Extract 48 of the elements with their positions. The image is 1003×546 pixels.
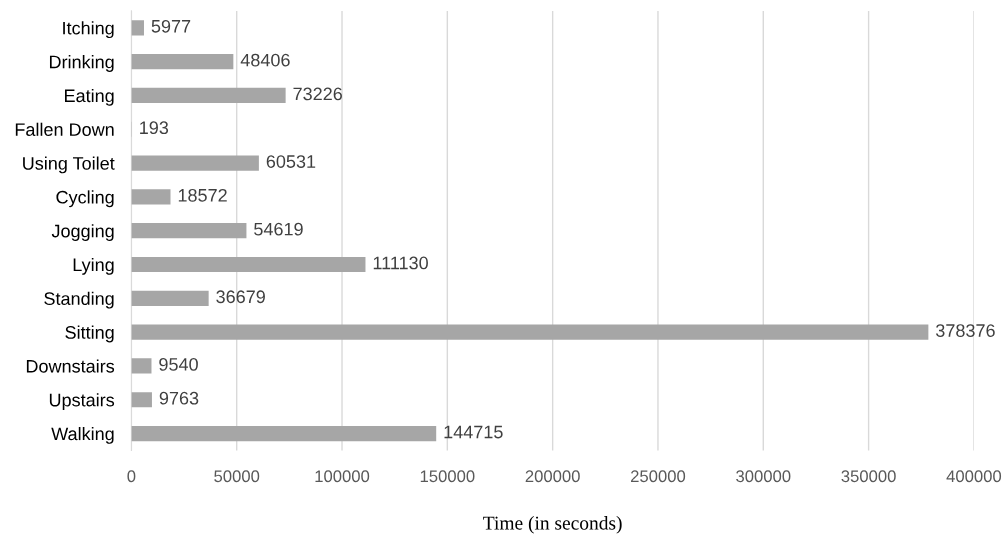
bar [131,392,152,408]
x-tick-label: 250000 [631,470,686,483]
bar [131,290,209,306]
data-label: 54619 [254,222,303,236]
y-tick-label: Sitting [65,325,114,343]
bar [131,223,247,239]
x-tick-label: 50000 [214,470,260,483]
x-tick-label: 200000 [525,470,580,483]
y-tick-label: Jogging [51,224,114,241]
y-tick-label: Itching [63,21,114,39]
bar [131,155,259,171]
bar [131,20,144,36]
x-tick-label: 300000 [736,470,791,483]
y-tick-label: Downstairs [26,359,115,373]
data-label: 60531 [266,155,316,168]
bar [131,189,171,205]
data-label: 48406 [240,53,290,67]
data-label: 144715 [444,425,503,439]
bar [131,425,437,442]
bar [131,54,234,70]
data-label: 9763 [159,391,199,405]
y-tick-label: Eating [65,88,114,106]
bar [131,256,366,273]
x-tick-label: 0 [127,470,136,483]
data-label: 5977 [151,19,191,33]
bar [131,358,152,374]
data-label: 378376 [936,324,995,337]
data-label: 18572 [178,188,227,202]
data-label: 9540 [159,357,198,371]
x-tick-label: 350000 [841,470,896,483]
y-tick-label: Cycling [56,190,114,208]
y-tick-label: Fallen Down [15,122,114,136]
y-tick-label: Lying [73,257,114,275]
y-tick-label: Upstairs [49,393,115,411]
x-tick-label: 100000 [315,470,370,483]
data-label: 111130 [373,256,428,270]
x-tick-label: 400000 [946,470,1002,483]
data-label: 193 [140,121,169,135]
y-tick-label: Using Toilet [23,156,115,174]
x-axis-title: Time (in seconds) [483,515,622,534]
x-tick-label: 150000 [420,470,475,483]
bar [131,87,286,104]
y-tick-label: Walking [51,427,114,444]
y-tick-label: Standing [44,291,114,309]
bar [131,324,929,340]
data-label: 36679 [216,290,265,304]
data-label: 73226 [293,87,342,101]
y-tick-label: Drinking [49,55,114,72]
